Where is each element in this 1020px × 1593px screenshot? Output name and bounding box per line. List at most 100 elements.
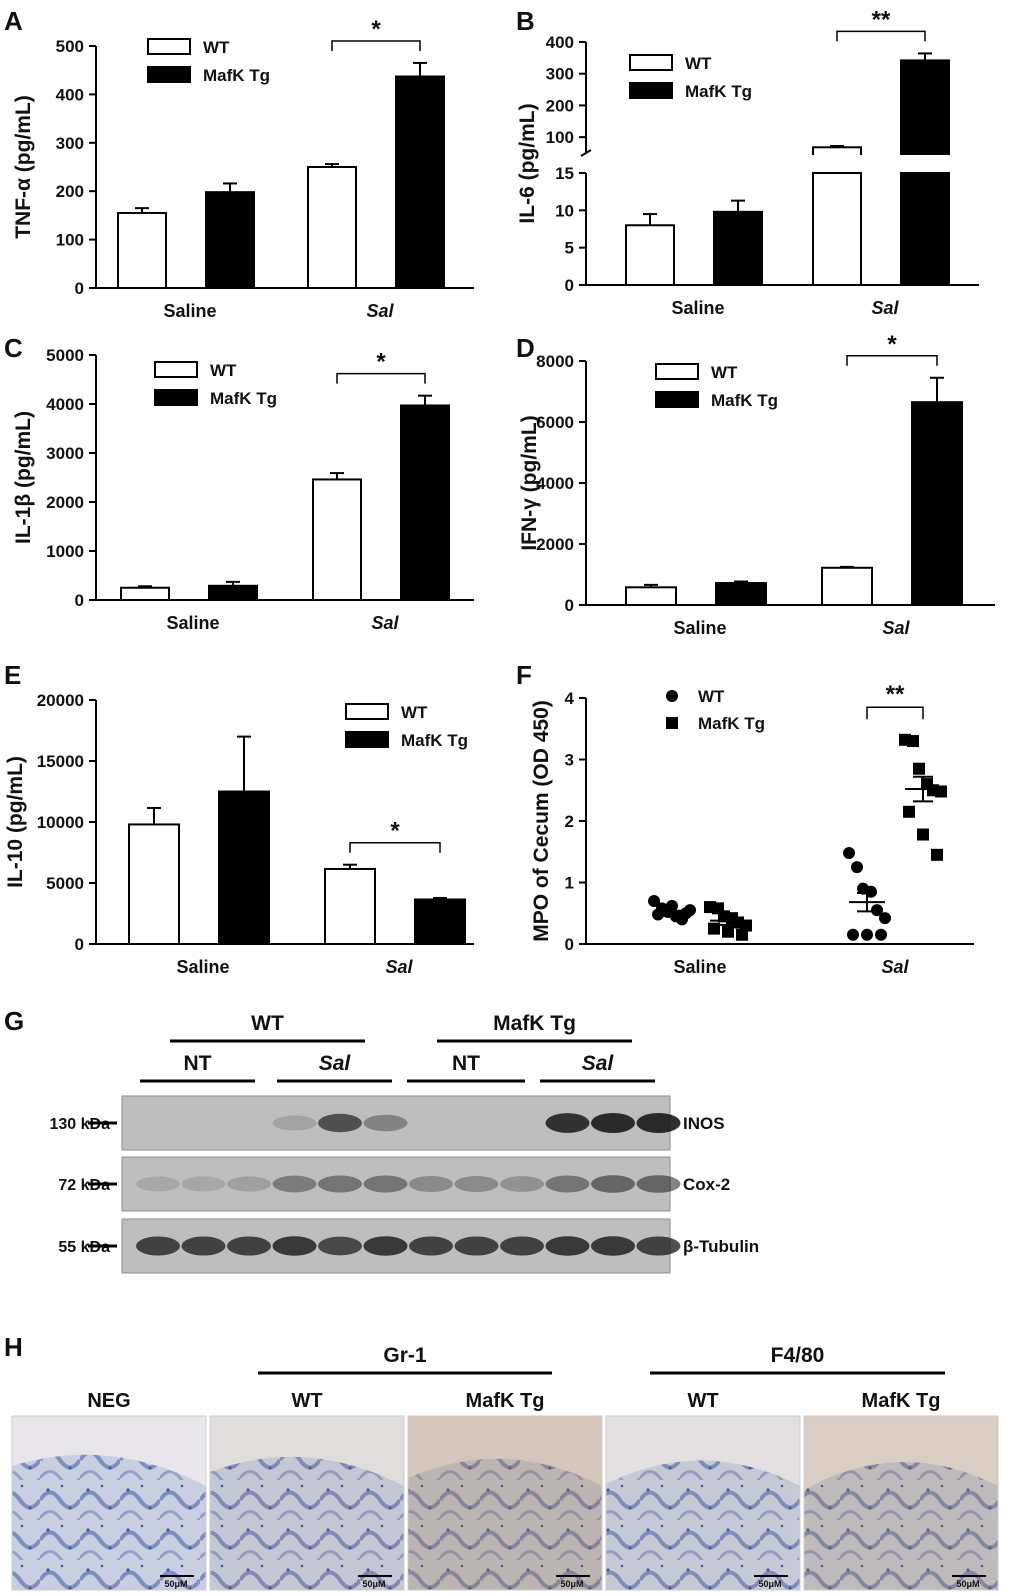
y-tick-label: 300 <box>56 134 84 153</box>
y-tick-label: 1000 <box>46 542 84 561</box>
significance-bracket <box>331 40 421 51</box>
data-point-mafk-tg <box>722 925 734 938</box>
legend-marker <box>666 690 678 702</box>
micrograph-tissue <box>210 1456 404 1590</box>
bar-wt <box>625 586 677 606</box>
data-point-mafk-tg <box>736 928 748 941</box>
blot-band <box>409 1175 453 1193</box>
bar-mafk-tg <box>414 898 466 945</box>
y-tick-label: 5 <box>565 239 574 258</box>
blot-band <box>545 1175 590 1193</box>
micrograph-label: WT <box>291 1390 322 1412</box>
data-point-wt <box>648 894 660 907</box>
y-tick-label: 2000 <box>46 493 84 512</box>
data-point-wt <box>847 928 859 941</box>
blot-band <box>500 1236 544 1256</box>
y-tick-label: 2 <box>565 812 574 831</box>
significance-star: * <box>390 818 400 845</box>
blot-band <box>636 1175 681 1193</box>
significance-star: ** <box>872 6 891 33</box>
x-tick-label: Sal <box>366 301 394 321</box>
bar-wt <box>312 478 362 601</box>
blot-band <box>363 1114 408 1132</box>
legend-swatch <box>345 703 389 720</box>
blot-band <box>454 1236 499 1256</box>
y-tick-label: 15 <box>555 164 574 183</box>
panel-label-c: C <box>4 333 23 363</box>
blot-subgroup-label: Sal <box>319 1052 352 1075</box>
y-tick-label: 10000 <box>37 813 84 832</box>
panel-label-b: B <box>516 6 535 36</box>
y-tick-label: 8000 <box>536 352 574 371</box>
blot-background <box>122 1157 670 1211</box>
y-tick-label: 15000 <box>37 752 84 771</box>
significance-bracket <box>349 841 441 853</box>
micrograph-frame <box>803 1415 999 1591</box>
blot-band <box>181 1236 226 1256</box>
data-point-mafk-tg <box>935 785 947 798</box>
bar-mafk-tg <box>208 584 258 601</box>
bar-wt <box>120 586 170 601</box>
y-tick-label: 3000 <box>46 444 84 463</box>
data-point-mafk-tg <box>907 735 919 748</box>
legend-swatch <box>154 361 198 378</box>
data-point-wt <box>861 928 873 941</box>
data-point-wt <box>879 912 891 925</box>
blot-protein-label: Cox-2 <box>683 1175 730 1194</box>
chart-b: 0 5 10 15 100 200 300 400 IL-6 (pg/mL) Saline Sal *… <box>516 6 979 318</box>
x-tick-label: Saline <box>673 957 726 977</box>
y-axis-label: IFN-γ (pg/mL) <box>518 415 541 550</box>
legend-label: WT <box>698 687 725 706</box>
blot-band <box>591 1175 635 1193</box>
stain-group-label: F4/80 <box>771 1344 825 1367</box>
x-tick-label: Saline <box>176 957 229 977</box>
micrograph-label: MafK Tg <box>862 1390 941 1412</box>
y-tick-label: 20000 <box>37 691 84 710</box>
legend-swatch <box>629 54 673 71</box>
blot-band <box>227 1236 271 1256</box>
blot-subgroup-label: NT <box>184 1052 212 1075</box>
x-tick-label: Saline <box>673 618 726 638</box>
y-tick-label: 0 <box>75 279 84 298</box>
data-point-mafk-tg <box>931 848 943 861</box>
panel-label-a: A <box>4 6 23 36</box>
micrograph-stain <box>606 1416 800 1590</box>
y-tick-label: 2000 <box>536 535 574 554</box>
significance-bracket <box>866 706 924 720</box>
blot-band <box>181 1176 226 1192</box>
blot-band <box>545 1113 590 1133</box>
data-point-wt <box>843 846 855 859</box>
chart-e: 0 5000 10000 15000 20000 IL-10 (pg/mL) Saline S… <box>4 691 474 977</box>
blot-group-label: WT <box>251 1012 284 1035</box>
micrograph-frame <box>407 1415 603 1591</box>
y-axis-label: IL-6 (pg/mL) <box>516 103 539 223</box>
axis-break-mark <box>580 149 592 157</box>
significance-bracket <box>836 30 926 42</box>
micrograph-frame <box>605 1415 801 1591</box>
blot-protein-label: INOS <box>683 1114 725 1133</box>
bar-wt <box>128 823 180 945</box>
micrograph-label: NEG <box>87 1390 130 1412</box>
kda-marker-label: 130 kDa <box>50 1116 111 1133</box>
legend-label: WT <box>711 363 738 382</box>
blot-group-label: MafK Tg <box>493 1012 576 1035</box>
x-tick-label: Saline <box>163 301 216 321</box>
significance-bracket <box>846 355 938 366</box>
y-tick-label: 4 <box>565 689 575 708</box>
blot-subgroup-label: NT <box>452 1052 480 1075</box>
y-axis-label: MPO of Cecum (OD 450) <box>530 700 553 942</box>
micrograph-stain <box>210 1416 404 1590</box>
panel-label-h: H <box>4 1332 23 1362</box>
y-axis-label: IL-10 (pg/mL) <box>4 756 27 888</box>
blot-band <box>272 1236 317 1256</box>
bar-mafk-tg <box>205 191 255 289</box>
bar-mafk-tg <box>715 582 767 606</box>
y-tick-label: 0 <box>565 596 574 615</box>
y-tick-label: 0 <box>565 276 574 295</box>
western-blot-panel: WT MafK Tg NT Sal NT Sal 130 kDa INOS 72 kDa Cox-… <box>50 1012 759 1274</box>
legend-swatch <box>629 82 673 99</box>
blot-band <box>545 1236 590 1256</box>
axis-break-gap <box>899 155 951 171</box>
y-tick-label: 200 <box>546 96 574 115</box>
